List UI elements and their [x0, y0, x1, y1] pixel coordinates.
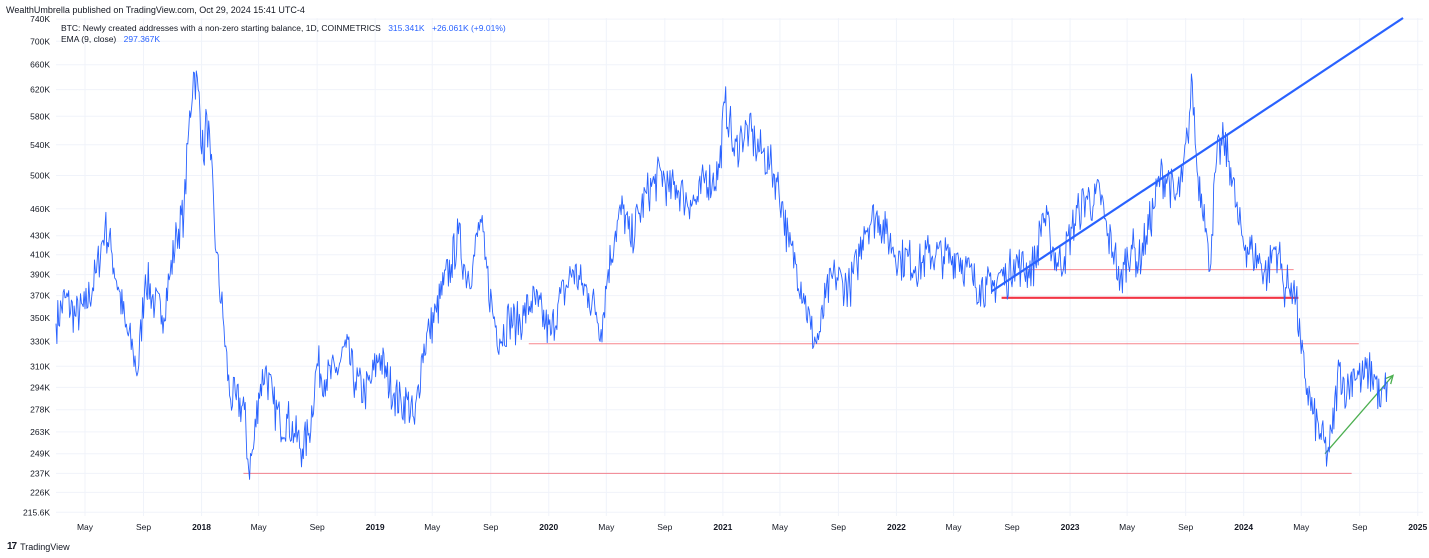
legend-series-value: 315.341K	[388, 23, 425, 33]
y-tick-label: 430K	[30, 231, 50, 241]
annotations	[243, 17, 1404, 474]
x-tick-label: 2024	[1234, 522, 1253, 532]
legend-series-change: +26.061K (+9.01%)	[431, 23, 506, 33]
y-tick-label: 310K	[30, 361, 50, 371]
y-tick-label: 278K	[30, 405, 50, 415]
y-tick-label: 249K	[30, 449, 50, 459]
legend-ema-label: EMA (9, close)	[61, 34, 117, 44]
y-axis: 215.6K 226K 237K 249K 263K 278K 294K 310K 330K 35…	[23, 14, 50, 517]
y-tick-label: 263K	[30, 427, 50, 437]
x-tick-label: Sep	[310, 522, 325, 532]
series-line	[55, 70, 1388, 480]
y-tick-label: 237K	[30, 468, 50, 478]
tradingview-logo-icon: 17	[7, 541, 17, 552]
x-tick-label: Sep	[483, 522, 498, 532]
x-tick-label: May	[1293, 522, 1310, 532]
y-tick-label: 370K	[30, 291, 50, 301]
x-tick-label: May	[1119, 522, 1136, 532]
footer-brand-label: TradingView	[20, 541, 70, 552]
x-tick-label: May	[946, 522, 963, 532]
legend-series: BTC: Newly created addresses with a non-…	[61, 23, 506, 33]
x-tick-label: Sep	[1004, 522, 1019, 532]
y-tick-label: 460K	[30, 204, 50, 214]
legend-series-label: BTC: Newly created addresses with a non-…	[61, 23, 381, 33]
x-tick-label: May	[77, 522, 94, 532]
x-tick-label: Sep	[657, 522, 672, 532]
x-tick-label: Sep	[136, 522, 151, 532]
arrow-head-icon	[1384, 374, 1395, 385]
x-tick-label: 2019	[366, 522, 385, 532]
y-tick-label: 390K	[30, 270, 50, 280]
x-tick-label: 2020	[539, 522, 558, 532]
footer-brand[interactable]: 17 TradingView	[7, 541, 70, 552]
y-tick-label: 540K	[30, 140, 50, 150]
x-tick-label: May	[251, 522, 268, 532]
x-tick-label: 2018	[192, 522, 211, 532]
y-tick-label: 700K	[30, 36, 50, 46]
x-tick-label: May	[424, 522, 441, 532]
x-tick-label: Sep	[1352, 522, 1367, 532]
y-tick-label: 330K	[30, 336, 50, 346]
grid	[56, 18, 1423, 516]
y-tick-label: 620K	[30, 85, 50, 95]
trend-line	[990, 17, 1404, 293]
arrow-shaft	[1324, 374, 1394, 455]
y-tick-label: 660K	[30, 60, 50, 70]
x-tick-label: May	[772, 522, 789, 532]
x-tick-label: Sep	[1178, 522, 1193, 532]
x-tick-label: 2021	[713, 522, 732, 532]
x-tick-label: 2023	[1061, 522, 1080, 532]
publisher-line: WealthUmbrella published on TradingView.…	[6, 5, 305, 15]
y-tick-label: 500K	[30, 171, 50, 181]
y-tick-label: 740K	[30, 14, 50, 24]
legend-ema: EMA (9, close) 297.367K	[61, 34, 160, 44]
y-tick-label: 410K	[30, 250, 50, 260]
x-tick-label: 2022	[887, 522, 906, 532]
y-tick-label: 294K	[30, 382, 50, 392]
legend-ema-value: 297.367K	[123, 34, 161, 44]
y-tick-label: 226K	[30, 487, 50, 497]
x-tick-label: Sep	[831, 522, 846, 532]
series-layer	[55, 70, 1388, 480]
y-tick-label: 215.6K	[23, 507, 50, 517]
y-tick-label: 580K	[30, 111, 50, 121]
x-axis: May Sep 2018 May Sep 2019 May Sep 2020 May Sep 2021…	[77, 522, 1428, 532]
y-tick-label: 350K	[30, 313, 50, 323]
x-tick-label: 2025	[1408, 522, 1427, 532]
x-tick-label: May	[598, 522, 615, 532]
